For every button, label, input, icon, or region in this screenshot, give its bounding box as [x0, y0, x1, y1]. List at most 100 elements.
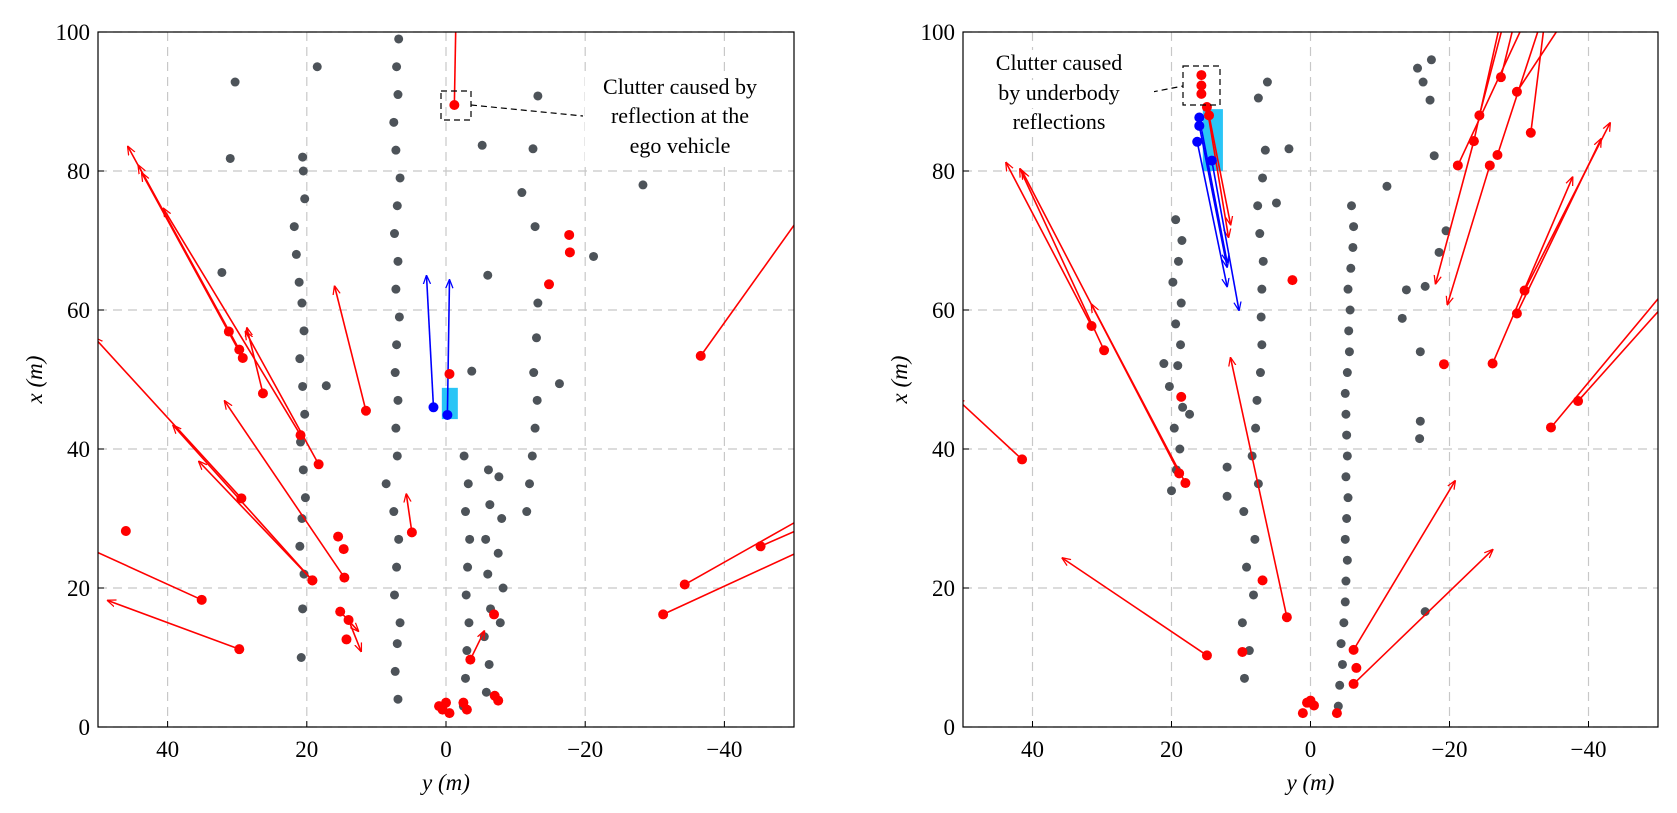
static-point — [1397, 313, 1407, 323]
static-point — [300, 194, 310, 204]
moving-point — [1196, 70, 1207, 81]
ego-velocity-arrow — [1198, 117, 1227, 262]
static-point — [1342, 368, 1352, 378]
static-point — [1242, 562, 1252, 572]
moving-velocity-arrow — [1353, 550, 1493, 685]
static-point — [460, 673, 470, 683]
moving-velocity-arrow — [1530, 32, 1545, 133]
static-point — [1249, 590, 1259, 600]
static-point — [483, 569, 493, 579]
static-point — [394, 34, 404, 44]
moving-velocity-arrow — [199, 462, 313, 581]
static-point — [484, 659, 494, 669]
static-point — [459, 451, 469, 461]
static-point — [392, 62, 402, 72]
ego-point — [1194, 112, 1205, 123]
static-point — [393, 395, 403, 405]
moving-velocity-arrow — [1352, 481, 1455, 651]
moving-point — [1287, 275, 1298, 286]
static-point — [1256, 312, 1266, 322]
static-point — [392, 340, 402, 350]
moving-point — [341, 634, 352, 645]
annotation-text: Clutter caused — [996, 50, 1122, 75]
static-point — [1343, 493, 1353, 503]
static-point — [1253, 201, 1263, 211]
y-tick-label: 40 — [932, 437, 955, 462]
static-point — [530, 423, 540, 433]
static-point — [1178, 402, 1188, 412]
moving-point — [234, 344, 245, 355]
annotation-box — [1182, 65, 1221, 106]
static-point — [391, 284, 401, 294]
static-point — [1340, 597, 1350, 607]
static-point — [1429, 151, 1439, 161]
static-point — [1420, 607, 1430, 617]
moving-point — [307, 575, 318, 586]
moving-velocity-arrow — [1062, 558, 1208, 657]
moving-point — [1196, 88, 1207, 99]
moving-point — [339, 572, 350, 583]
moving-point — [544, 279, 555, 290]
static-point — [381, 479, 391, 489]
static-point — [1342, 451, 1352, 461]
static-point — [522, 507, 532, 517]
moving-velocity-arrow — [469, 631, 484, 660]
x-tick-label: 20 — [1160, 737, 1183, 762]
moving-velocity-arrow — [1500, 32, 1513, 78]
static-point — [298, 166, 308, 176]
static-point — [298, 604, 308, 614]
static-point — [391, 145, 401, 155]
static-point — [295, 541, 305, 551]
moving-velocity-arrow — [406, 494, 413, 533]
annotation-leader — [1141, 85, 1184, 95]
moving-point — [679, 579, 690, 590]
moving-point — [236, 493, 247, 504]
static-point — [1173, 361, 1183, 371]
moving-velocity-arrow — [963, 398, 1023, 461]
ego-velocity-arrow — [447, 280, 449, 415]
static-point — [390, 368, 400, 378]
static-point — [1345, 305, 1355, 315]
moving-point — [1331, 708, 1342, 719]
static-point — [296, 437, 306, 447]
static-point — [1222, 491, 1232, 501]
x-axis-title: y (m) — [420, 770, 470, 795]
static-point — [393, 694, 403, 704]
moving-velocity-arrow — [1491, 177, 1573, 364]
static-point — [554, 379, 564, 389]
static-point — [525, 479, 535, 489]
static-point — [1415, 416, 1425, 426]
annotation-bg — [964, 109, 1154, 137]
static-point — [294, 277, 304, 287]
moving-point — [465, 654, 476, 665]
y-tick-label: 60 — [67, 298, 90, 323]
static-point — [392, 639, 402, 649]
moving-point — [1237, 646, 1248, 657]
annotation-text: reflections — [1013, 109, 1106, 134]
moving-point — [295, 430, 306, 441]
static-point — [463, 479, 473, 489]
static-point — [1171, 319, 1181, 329]
moving-point — [658, 609, 669, 620]
moving-point — [1438, 359, 1449, 370]
moving-point — [441, 697, 451, 708]
moving-point — [755, 541, 766, 552]
y-tick-label: 80 — [932, 159, 955, 184]
static-point — [533, 91, 543, 101]
annotation-bg — [585, 103, 775, 131]
static-point — [1250, 534, 1260, 544]
ego-point — [1206, 155, 1217, 166]
static-point — [1258, 173, 1268, 183]
annotation-text: reflection at the — [611, 103, 749, 128]
annotation-bg — [964, 80, 1154, 108]
static-point — [528, 144, 538, 154]
static-point — [532, 395, 542, 405]
static-point — [1239, 507, 1249, 517]
static-point — [531, 333, 541, 343]
moving-velocity-arrow — [98, 551, 203, 601]
static-point — [389, 590, 399, 600]
static-point — [481, 687, 491, 697]
static-point — [483, 465, 493, 475]
static-point — [1420, 281, 1430, 291]
